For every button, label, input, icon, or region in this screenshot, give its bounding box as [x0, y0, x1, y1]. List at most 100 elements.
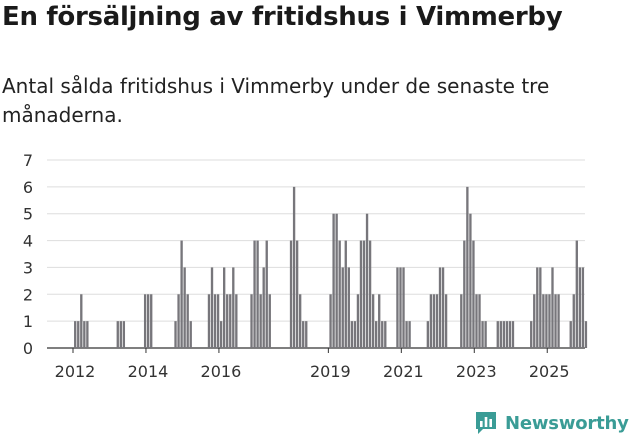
- bar: [344, 240, 347, 348]
- bar: [362, 240, 366, 348]
- bar: [147, 294, 150, 348]
- bar: [143, 294, 147, 348]
- bar: [226, 294, 229, 348]
- data-labels: 1: [588, 0, 601, 6]
- bar: [350, 321, 354, 348]
- x-tick-label: 2016: [201, 362, 242, 381]
- y-tick-label: 4: [23, 232, 33, 251]
- gridlines: [47, 159, 585, 349]
- bar: [174, 321, 177, 348]
- bar: [210, 267, 214, 348]
- bar: [338, 240, 341, 348]
- bar: [77, 321, 80, 348]
- bar: [396, 267, 399, 348]
- x-tick-label: 2019: [310, 362, 351, 381]
- bar: [186, 294, 189, 348]
- bar: [335, 213, 338, 348]
- x-tick-label: 2014: [128, 362, 169, 381]
- y-axis-ticks: 0 1 2 3 4 5 6 7: [23, 151, 33, 358]
- bar: [295, 240, 299, 348]
- bar: [207, 294, 211, 348]
- x-tick-label: 2012: [55, 362, 96, 381]
- bar: [305, 321, 308, 348]
- bar: [584, 321, 588, 348]
- highlight-value-label: 1: [590, 0, 600, 4]
- bar: [478, 294, 481, 348]
- y-tick-label: 6: [23, 178, 33, 197]
- y-tick-label: 5: [23, 205, 33, 224]
- bar: [375, 321, 378, 348]
- bar: [177, 294, 180, 348]
- bar: [578, 267, 582, 348]
- bar: [572, 294, 575, 348]
- bar: [429, 294, 433, 348]
- y-tick-label: 7: [23, 151, 33, 170]
- x-tick-label: 2021: [383, 362, 424, 381]
- bar: [426, 321, 430, 348]
- bar: [460, 294, 463, 348]
- bar: [216, 294, 220, 348]
- bar: [505, 321, 509, 348]
- bar: [533, 294, 536, 348]
- bar: [432, 294, 436, 348]
- bar: [444, 294, 448, 348]
- x-axis-ticks: 2012 2014 2016 2019 2021 2023 2025: [55, 348, 570, 381]
- bar: [502, 321, 506, 348]
- bar: [116, 321, 119, 348]
- bar: [530, 321, 533, 348]
- bar: [536, 267, 539, 348]
- bar: [469, 213, 472, 348]
- bar: [262, 267, 265, 348]
- x-tick-label: 2023: [456, 362, 497, 381]
- bar: [365, 213, 369, 348]
- bar: [332, 213, 335, 348]
- chart-title: En försäljning av fritidshus i Vimmerby: [2, 2, 563, 32]
- bar: [575, 240, 578, 348]
- bar: [253, 240, 256, 348]
- bar: [219, 321, 223, 348]
- brand-logo: Newsworthy: [474, 409, 629, 437]
- bar: [356, 294, 360, 348]
- bar: [408, 321, 411, 348]
- bar: [250, 294, 253, 348]
- bar: [381, 321, 384, 348]
- bars: [74, 186, 588, 348]
- bar: [466, 186, 469, 348]
- bar: [405, 321, 408, 348]
- bar: [119, 321, 122, 348]
- bar: [499, 321, 502, 348]
- bar: [441, 267, 445, 348]
- y-tick-label: 3: [23, 258, 33, 277]
- bar: [232, 267, 235, 348]
- bar: [511, 321, 515, 348]
- bar: [542, 294, 545, 348]
- bar-chart: 0 1 2 3 4 5 6 7 2012 2014 2016 2019 2021 2023 2025 1: [23, 0, 602, 381]
- bar: [484, 321, 487, 348]
- bar: [496, 321, 499, 348]
- bar: [435, 294, 439, 348]
- bar: [299, 294, 302, 348]
- bar: [475, 294, 478, 348]
- chart-subtitle: Antal sålda fritidshus i Vimmerby under …: [2, 74, 550, 127]
- bar: [402, 267, 405, 348]
- bar: [341, 267, 344, 348]
- bar: [292, 186, 296, 348]
- bar: [122, 321, 126, 348]
- bar: [213, 294, 217, 348]
- bar: [569, 321, 572, 348]
- bar: [256, 240, 259, 348]
- bar: [268, 294, 271, 348]
- bar: [438, 267, 442, 348]
- bar: [557, 294, 560, 348]
- bar: [481, 321, 484, 348]
- bar: [472, 240, 475, 348]
- bar: [83, 321, 86, 348]
- bar: [183, 267, 186, 348]
- newsworthy-chart-icon: [476, 412, 496, 434]
- y-tick-label: 2: [23, 285, 33, 304]
- bar: [539, 267, 542, 348]
- bar: [289, 240, 293, 348]
- bar: [229, 294, 232, 348]
- bar: [189, 321, 192, 348]
- bar: [347, 267, 350, 348]
